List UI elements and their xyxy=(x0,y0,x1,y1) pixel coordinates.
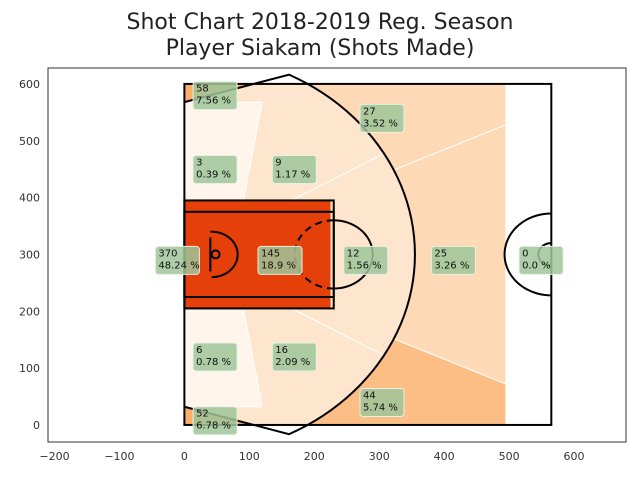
zone-percent: 1.17 % xyxy=(275,169,310,180)
zone-label-top-key-3: 253.26 % xyxy=(430,245,476,275)
zone-count: 9 xyxy=(275,157,281,168)
zone-label-upper-wing-3: 273.52 % xyxy=(359,103,405,133)
x-tick-label: 600 xyxy=(564,450,585,463)
x-tick-label: −200 xyxy=(39,450,69,463)
zone-label-box xyxy=(359,388,405,418)
x-tick-label: 200 xyxy=(304,450,325,463)
zone-label-box xyxy=(192,154,238,184)
x-tick-label: −100 xyxy=(104,450,134,463)
zone-label-box xyxy=(518,245,564,275)
zone-label-lower-elbow-mid: 162.09 % xyxy=(271,342,317,372)
zone-percent: 6.78 % xyxy=(196,421,231,432)
zone-count: 3 xyxy=(196,157,202,168)
zone-label-box xyxy=(343,245,389,275)
hoop xyxy=(210,249,221,260)
zone-label-box xyxy=(359,103,405,133)
zone-percent: 3.26 % xyxy=(434,260,469,271)
y-tick-label: 600 xyxy=(19,78,40,91)
chart-title-line1: Shot Chart 2018-2019 Reg. Season xyxy=(126,10,514,35)
chart-title-line2: Player Siakam (Shots Made) xyxy=(165,36,475,61)
zone-count: 27 xyxy=(363,106,376,117)
zone-label-upper-elbow-mid: 91.17 % xyxy=(271,154,317,184)
x-tick-label: 300 xyxy=(369,450,390,463)
zone-percent: 48.24 % xyxy=(158,260,199,271)
y-tick-label: 200 xyxy=(19,305,40,318)
x-tick-label: 0 xyxy=(181,450,188,463)
three-point-line xyxy=(184,73,416,436)
zone-percent: 3.52 % xyxy=(363,118,398,129)
y-tick-label: 100 xyxy=(19,362,40,375)
axes-frame xyxy=(47,67,627,443)
zone-count: 370 xyxy=(158,248,177,259)
zone-label-lower-baseline-mid: 60.78 % xyxy=(192,342,238,372)
zone-label-box xyxy=(430,245,476,275)
zone-count: 58 xyxy=(196,84,209,95)
zone-count: 12 xyxy=(347,248,360,259)
y-tick-label: 400 xyxy=(19,192,40,205)
zone-count: 52 xyxy=(196,409,209,420)
zone-paint xyxy=(184,200,331,309)
zone-count: 16 xyxy=(275,345,288,356)
zone-label-left-corner-3-top: 587.56 % xyxy=(192,81,238,111)
zone-label-backcourt: 00.0 % xyxy=(518,245,564,275)
zone-label-box xyxy=(192,342,238,372)
y-tick-label: 300 xyxy=(19,248,40,261)
zone-count: 44 xyxy=(363,391,376,402)
zone-percent: 0.0 % xyxy=(522,260,551,271)
zone-label-top-key-mid: 121.56 % xyxy=(343,245,389,275)
zone-count: 25 xyxy=(434,248,447,259)
zone-percent: 18.9 % xyxy=(261,260,296,271)
x-tick-label: 100 xyxy=(239,450,260,463)
zone-label-lower-wing-3: 445.74 % xyxy=(359,388,405,418)
zone-label-box xyxy=(271,342,317,372)
restricted-arc xyxy=(211,230,239,279)
zone-label-right-corner-3-bottom: 526.78 % xyxy=(192,406,238,436)
y-tick-label: 0 xyxy=(33,419,40,432)
zone-label-box xyxy=(192,81,238,111)
x-tick-label: 500 xyxy=(499,450,520,463)
center-circle xyxy=(503,212,552,297)
zone-label-box xyxy=(154,245,200,275)
zone-percent: 5.74 % xyxy=(363,403,398,414)
zone-percent: 7.56 % xyxy=(196,96,231,107)
zone-percent: 1.56 % xyxy=(347,260,382,271)
zone-count: 145 xyxy=(261,248,280,259)
zone-label-box xyxy=(257,245,303,275)
y-tick-label: 500 xyxy=(19,135,40,148)
x-tick-label: 400 xyxy=(434,450,455,463)
zone-label-upper-baseline-mid: 30.39 % xyxy=(192,154,238,184)
zone-count: 0 xyxy=(522,248,528,259)
zone-percent: 2.09 % xyxy=(275,357,310,368)
zone-percent: 0.78 % xyxy=(196,357,231,368)
zone-label-box xyxy=(271,154,317,184)
zone-count: 6 xyxy=(196,345,202,356)
zone-label-box xyxy=(192,406,238,436)
zone-percent: 0.39 % xyxy=(196,169,231,180)
